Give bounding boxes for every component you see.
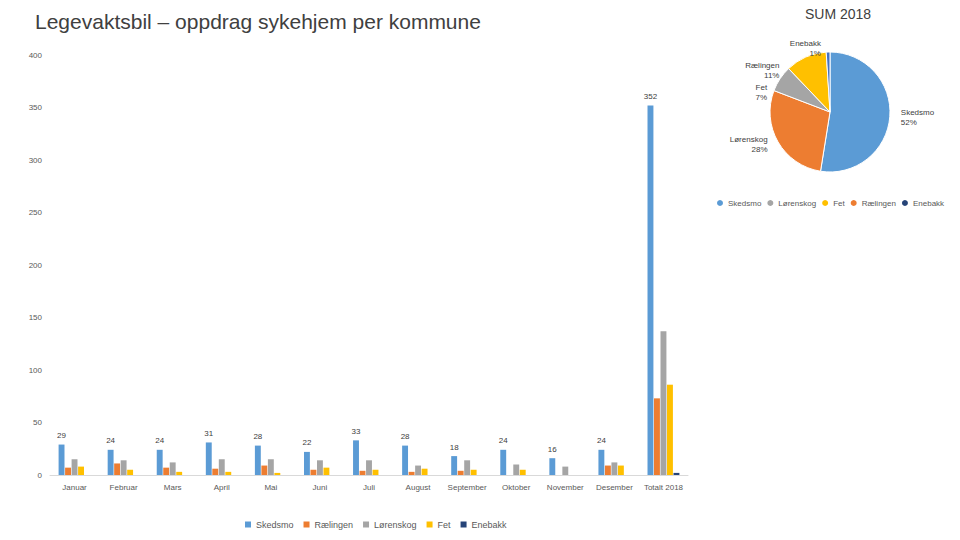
svg-text:50: 50 (33, 418, 42, 427)
svg-text:24: 24 (106, 436, 115, 445)
svg-text:SUM 2018: SUM 2018 (805, 6, 871, 22)
svg-text:100: 100 (29, 366, 43, 375)
svg-text:24: 24 (597, 436, 606, 445)
svg-text:352: 352 (644, 92, 658, 101)
svg-text:Totalt 2018: Totalt 2018 (644, 483, 684, 492)
svg-text:Lørenskog: Lørenskog (778, 199, 816, 208)
svg-text:31: 31 (204, 429, 213, 438)
svg-text:28: 28 (401, 432, 410, 441)
svg-text:Desember: Desember (596, 483, 633, 492)
svg-text:Skedsmo: Skedsmo (901, 108, 935, 117)
svg-text:400: 400 (29, 51, 43, 60)
svg-text:150: 150 (29, 313, 43, 322)
svg-text:11%: 11% (764, 71, 779, 80)
svg-text:Januar: Januar (62, 483, 87, 492)
svg-text:Mai: Mai (264, 483, 277, 492)
svg-text:September: September (448, 483, 487, 492)
svg-text:Fet: Fet (438, 520, 452, 530)
svg-text:350: 350 (29, 103, 43, 112)
svg-text:April: April (214, 483, 230, 492)
svg-text:Enebakk: Enebakk (790, 39, 822, 48)
svg-text:Juli: Juli (363, 483, 375, 492)
svg-text:28: 28 (253, 432, 262, 441)
svg-text:Oktober: Oktober (502, 483, 531, 492)
svg-text:Rælingen: Rælingen (745, 61, 779, 70)
svg-text:52%: 52% (901, 118, 917, 127)
svg-text:Enebakk: Enebakk (913, 199, 945, 208)
svg-text:29: 29 (57, 431, 66, 440)
svg-text:250: 250 (29, 208, 43, 217)
svg-text:Fet: Fet (833, 199, 845, 208)
svg-text:1%: 1% (809, 49, 821, 58)
svg-text:November: November (547, 483, 584, 492)
svg-text:22: 22 (302, 438, 311, 447)
svg-text:Mars: Mars (164, 483, 182, 492)
svg-text:18: 18 (450, 443, 459, 452)
svg-text:7%: 7% (756, 93, 768, 102)
svg-text:28%: 28% (752, 145, 768, 154)
svg-text:33: 33 (352, 427, 361, 436)
svg-text:Skedsmo: Skedsmo (728, 199, 762, 208)
svg-text:24: 24 (155, 436, 164, 445)
svg-text:Lørenskog: Lørenskog (730, 135, 768, 144)
svg-text:August: August (406, 483, 432, 492)
svg-text:Legevaktsbil – oppdrag sykehje: Legevaktsbil – oppdrag sykehjem per komm… (35, 10, 481, 33)
svg-text:Fet: Fet (756, 83, 768, 92)
svg-text:Enebakk: Enebakk (472, 520, 508, 530)
svg-text:Februar: Februar (110, 483, 138, 492)
svg-text:Juni: Juni (313, 483, 328, 492)
svg-text:300: 300 (29, 156, 43, 165)
svg-text:Skedsmo: Skedsmo (256, 520, 294, 530)
svg-text:Rælingen: Rælingen (862, 199, 896, 208)
svg-text:0: 0 (38, 471, 43, 480)
svg-text:16: 16 (548, 445, 557, 454)
svg-text:Rælingen: Rælingen (315, 520, 354, 530)
svg-text:24: 24 (499, 436, 508, 445)
svg-text:Lørenskog: Lørenskog (374, 520, 417, 530)
svg-text:200: 200 (29, 261, 43, 270)
